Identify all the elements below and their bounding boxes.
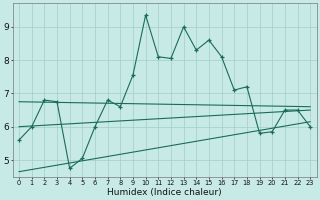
- X-axis label: Humidex (Indice chaleur): Humidex (Indice chaleur): [107, 188, 222, 197]
